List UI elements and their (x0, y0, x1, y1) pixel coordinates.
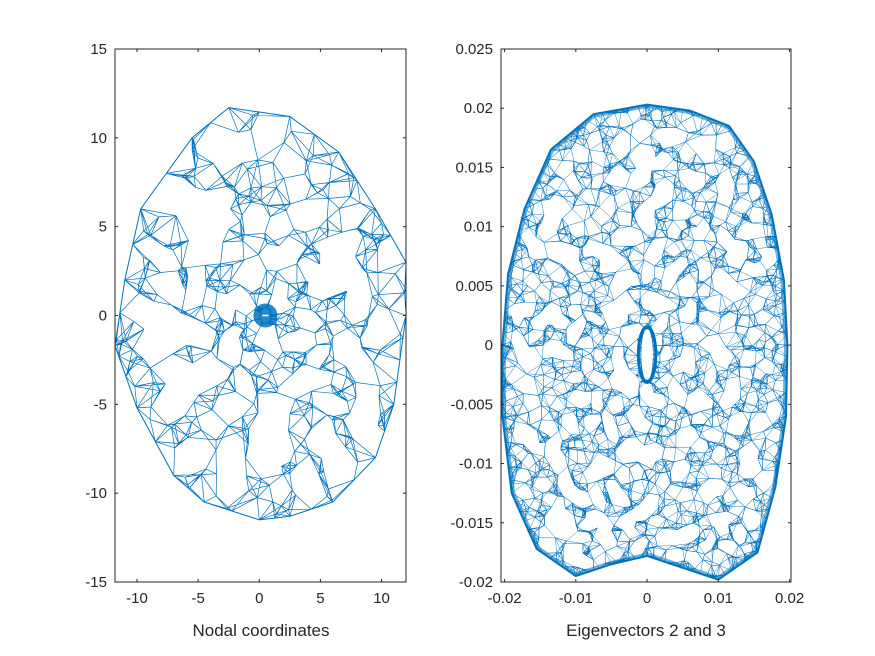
y-tick-label: -5 (94, 396, 107, 413)
y-tick-label: 0.015 (455, 159, 493, 176)
mesh-hole (641, 329, 653, 380)
right-x-axis-label: Eigenvectors 2 and 3 (566, 621, 726, 640)
right-axes-box (500, 48, 792, 583)
y-tick-label: -10 (85, 485, 107, 502)
x-tick-label: 5 (316, 590, 324, 607)
y-tick-label: -0.01 (459, 456, 493, 473)
x-tick-label: -5 (191, 590, 204, 607)
x-tick-label: -0.01 (559, 590, 593, 607)
y-tick-label: 0.005 (455, 278, 493, 295)
x-tick-label: 10 (373, 590, 390, 607)
mesh-hole-ring (636, 325, 658, 384)
right-mesh-plot (501, 103, 789, 581)
y-tick-label: 0 (99, 308, 107, 325)
y-tick-label: -0.02 (459, 574, 493, 591)
x-tick-label: -0.02 (487, 590, 521, 607)
left-ticks: -10 -5 0 5 10 -15 -10 -5 0 5 10 15 (85, 41, 406, 607)
y-tick-label: 0.02 (464, 100, 493, 117)
x-tick-label: 0.01 (704, 590, 733, 607)
y-tick-label: 0 (485, 337, 493, 354)
mesh-edges (115, 107, 406, 520)
x-tick-label: 0 (643, 590, 651, 607)
mesh-outer-boundary (114, 107, 407, 521)
mesh-edges (502, 104, 788, 580)
y-tick-label: 0.01 (464, 219, 493, 236)
y-tick-label: 15 (90, 41, 107, 58)
mesh-hole (262, 314, 269, 317)
left-axes: -10 -5 0 5 10 -15 -10 -5 0 5 10 15 Nodal coordinate… (85, 41, 407, 640)
y-tick-label: -0.015 (450, 515, 493, 532)
mesh-outer-boundary (501, 103, 789, 581)
y-tick-label: 10 (90, 130, 107, 147)
x-tick-label: 0.02 (775, 590, 804, 607)
left-x-axis-label: Nodal coordinates (192, 621, 329, 640)
y-tick-label: 0.025 (455, 41, 493, 58)
y-tick-label: -15 (85, 574, 107, 591)
left-mesh-plot (114, 107, 407, 521)
y-tick-label: 5 (99, 219, 107, 236)
right-ticks: -0.02 -0.01 0 0.01 0.02 -0.02 -0.015 -0.01 -0.00… (450, 41, 804, 607)
x-tick-label: 0 (255, 590, 263, 607)
x-tick-label: -10 (126, 590, 148, 607)
y-tick-label: -0.005 (450, 396, 493, 413)
right-axes: -0.02 -0.01 0 0.01 0.02 -0.02 -0.015 -0.01 -0.00… (450, 41, 804, 640)
